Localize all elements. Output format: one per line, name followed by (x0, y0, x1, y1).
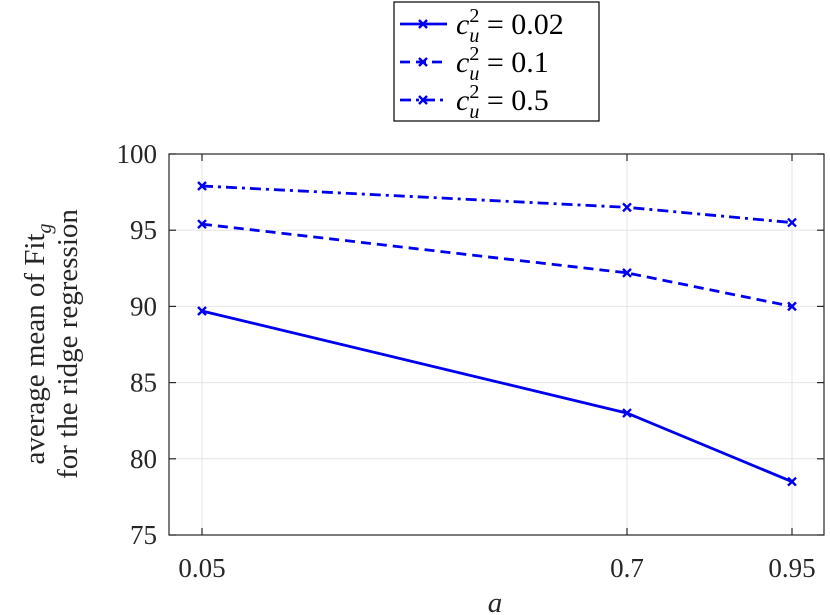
legend-entry-0: c2 u = 0.02 (400, 5, 564, 47)
y-tick-label: 80 (130, 444, 157, 474)
series-line-2 (201, 184, 793, 224)
series-line-1 (201, 222, 793, 308)
y-tick-label: 95 (130, 215, 157, 245)
x-tick-label: 0.95 (768, 553, 815, 583)
y-axis-label-2: for the ridge regression (52, 209, 84, 479)
data-point (787, 301, 797, 312)
legend-marker (418, 95, 428, 105)
svg-text:average mean of Fitg: average mean of Fitg (19, 223, 56, 464)
legend-label: c2 u = 0.5 (456, 81, 549, 123)
data-point (622, 408, 632, 418)
legend-entry-2: c2 u = 0.5 (400, 81, 549, 123)
legend-marker (418, 57, 428, 67)
data-point (622, 268, 632, 278)
data-point (197, 181, 207, 191)
series-layer (197, 181, 797, 487)
series-line-0 (201, 309, 793, 483)
y-axis-label-line2: for the ridge regression (52, 209, 84, 479)
legend-box (393, 1, 600, 122)
data-point (197, 306, 207, 316)
legend-entry-1: c2 u = 0.1 (400, 43, 549, 85)
data-point (787, 217, 797, 228)
y-tick-label: 85 (130, 368, 157, 398)
grid (169, 154, 824, 535)
legend-label: c2 u = 0.02 (456, 5, 564, 47)
y-axis-label-subscript: g (34, 223, 56, 233)
x-tick-label: 0.7 (610, 553, 644, 583)
x-tick-label: 0.05 (178, 553, 225, 583)
y-axis-label: average mean of Fitg (19, 223, 56, 464)
plot-frame (168, 153, 825, 536)
x-axis-label: a (488, 587, 503, 615)
y-axis-label-line1: average mean of Fit (19, 233, 51, 464)
data-point (787, 476, 797, 487)
legend-marker (418, 19, 428, 29)
y-tick-label: 75 (130, 520, 157, 550)
y-tick-label: 90 (130, 291, 157, 321)
data-point (197, 219, 207, 229)
y-tick-label: 100 (117, 139, 158, 169)
tick-labels: 75 80 85 90 95 100 0.05 0.7 0.95 (117, 139, 824, 583)
legend-label: c2 u = 0.1 (456, 43, 549, 85)
data-point (622, 202, 632, 213)
